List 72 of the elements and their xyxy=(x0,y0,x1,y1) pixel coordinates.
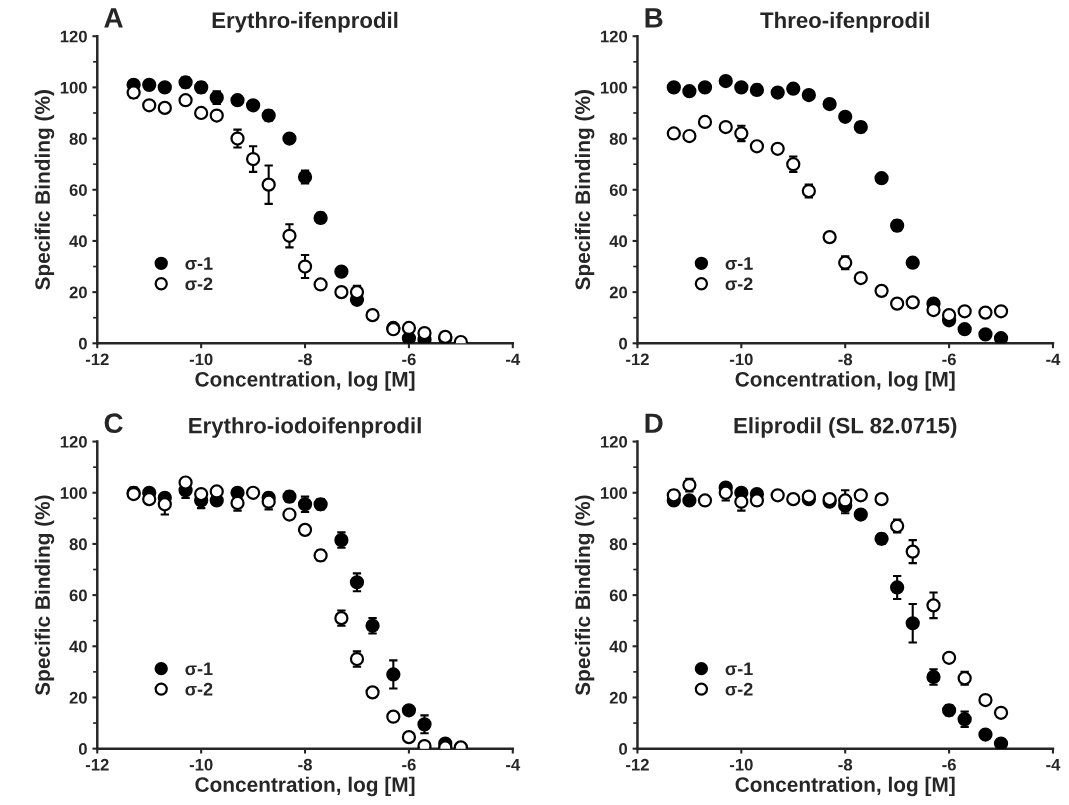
x-tick-label: -8 xyxy=(838,353,853,366)
chart-title: Threo-ifenprodil xyxy=(760,11,929,33)
legend-label: σ-2 xyxy=(725,277,753,291)
y-tick-label: 80 xyxy=(609,538,628,551)
y-tick-label: 80 xyxy=(69,132,87,145)
y-axis-title: Specific Binding (%) xyxy=(34,495,55,696)
x-tick-label: -12 xyxy=(626,758,649,771)
x-tick-label: -4 xyxy=(1046,758,1061,771)
y-tick-label: 120 xyxy=(600,30,628,43)
x-tick-label: -8 xyxy=(298,353,312,366)
legend-label: σ-1 xyxy=(725,662,753,676)
y-tick-label: 60 xyxy=(69,184,87,196)
x-tick-label: -6 xyxy=(402,353,416,366)
x-tick-label: -12 xyxy=(85,758,109,771)
y-tick-label: 100 xyxy=(60,81,87,94)
y-tick-label: 80 xyxy=(609,132,628,145)
y-axis-title: Specific Binding (%) xyxy=(574,90,595,290)
x-tick-label: -8 xyxy=(838,758,853,771)
text: A xyxy=(104,8,123,28)
y-tick-label: 120 xyxy=(60,435,87,448)
y-tick-label: 120 xyxy=(60,30,87,43)
y-tick-label: 0 xyxy=(78,337,87,350)
x-axis-title: Concentration, log [M] xyxy=(735,776,955,797)
text: D xyxy=(645,413,663,433)
x-tick-label: -6 xyxy=(402,758,416,771)
x-axis-title: Concentration, log [M] xyxy=(195,776,415,797)
x-axis-title: Concentration, log [M] xyxy=(195,371,415,391)
y-tick-label: 100 xyxy=(600,487,628,499)
x-tick-label: -10 xyxy=(729,758,753,771)
y-tick-label: 0 xyxy=(78,743,87,755)
x-tick-label: -12 xyxy=(626,353,649,366)
y-tick-label: 20 xyxy=(69,286,87,299)
y-tick-label: 40 xyxy=(69,640,87,653)
legend-label: σ-2 xyxy=(185,277,213,291)
x-tick-label: -4 xyxy=(506,353,521,366)
chart-title: Erythro-iodoifenprodil xyxy=(189,417,421,438)
x-tick-label: -10 xyxy=(189,353,213,366)
x-tick-label: -12 xyxy=(85,353,109,366)
legend-label: σ-1 xyxy=(185,662,213,676)
x-tick-label: -4 xyxy=(506,758,521,771)
x-tick-label: -10 xyxy=(189,758,213,771)
y-tick-label: 40 xyxy=(69,235,87,248)
y-tick-label: 20 xyxy=(609,691,628,704)
y-axis-title: Specific Binding (%) xyxy=(34,90,55,290)
text: C xyxy=(104,413,123,434)
legend-label: σ-2 xyxy=(725,682,753,696)
y-tick-label: 100 xyxy=(600,81,628,94)
chart-title: Erythro-ifenprodil xyxy=(212,11,398,33)
x-axis-title: Concentration, log [M] xyxy=(735,371,955,391)
y-axis-title: Specific Binding (%) xyxy=(574,495,595,696)
x-tick-label: -6 xyxy=(942,353,956,366)
chart-title: Eliprodil (SL 82.0715) xyxy=(734,417,957,438)
x-tick-label: -4 xyxy=(1046,353,1061,366)
y-tick-label: 40 xyxy=(609,235,628,248)
y-tick-label: 100 xyxy=(60,487,87,499)
legend-label: σ-1 xyxy=(185,257,213,270)
x-tick-label: -6 xyxy=(942,758,956,771)
x-tick-label: -10 xyxy=(729,353,753,366)
legend-label: σ-1 xyxy=(725,257,753,270)
y-tick-label: 20 xyxy=(609,286,628,299)
y-tick-label: 120 xyxy=(600,435,628,448)
legend-label: σ-2 xyxy=(185,682,213,696)
x-tick-label: -8 xyxy=(298,758,312,771)
y-tick-label: 60 xyxy=(609,589,628,602)
y-tick-label: 20 xyxy=(69,691,87,704)
y-tick-label: 0 xyxy=(619,337,628,350)
y-tick-label: 80 xyxy=(69,538,87,551)
text: B xyxy=(645,8,663,28)
y-tick-label: 60 xyxy=(69,589,87,602)
y-tick-label: 40 xyxy=(609,640,628,653)
y-tick-label: 0 xyxy=(619,743,628,755)
y-tick-label: 60 xyxy=(609,184,628,196)
